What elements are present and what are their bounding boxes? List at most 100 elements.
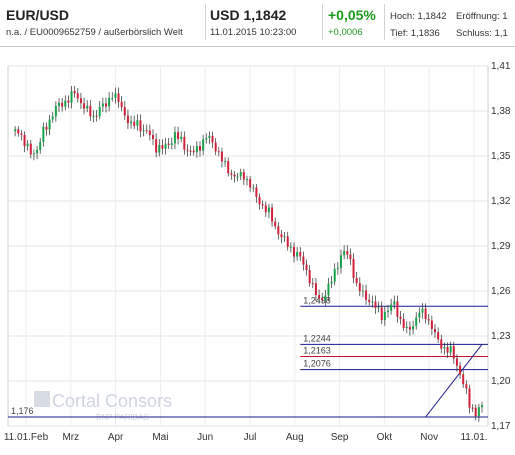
candle-body [242, 172, 245, 180]
candle-body [468, 388, 471, 408]
candle-body [340, 255, 342, 268]
candle-body [368, 299, 371, 303]
candle-body [343, 250, 346, 256]
candle-body [396, 301, 399, 317]
x-tick-label: Okt [377, 432, 393, 443]
candle-body [443, 346, 446, 349]
candle-body [412, 326, 415, 330]
candle-body [321, 298, 324, 301]
candle-body [465, 384, 468, 389]
candle-body [233, 174, 236, 177]
candle-body [111, 97, 114, 99]
x-tick-label: Sep [331, 432, 349, 443]
y-tick-label: 1,32 [491, 196, 511, 207]
candle-body [17, 129, 20, 134]
candle-body [227, 161, 230, 174]
quote-header: EUR/USD n.a. / EU0009652759 / außerbörsl… [0, 0, 515, 47]
candle-body [408, 326, 411, 330]
candle-body [133, 121, 136, 126]
candle-body [258, 196, 261, 205]
candle-body [167, 143, 170, 145]
close-value: Schluss: 1,1 [456, 28, 508, 39]
candle-body [421, 308, 424, 313]
candle-body [481, 405, 483, 408]
y-tick-label: 1,41 [491, 61, 511, 72]
candle-body [39, 141, 42, 151]
open-value: Eröffnung: 1 [456, 11, 508, 22]
candle-body [387, 310, 389, 312]
candle-body [123, 107, 126, 116]
candle-body [208, 135, 211, 139]
price-datetime: 11.01.2015 10:23:00 [210, 27, 297, 38]
instrument-symbol: EUR/USD [6, 7, 70, 23]
range-block: Hoch: 1,1842 Tief: 1,1836 Eröffnung: 1 S… [390, 0, 515, 46]
level-label: 1,2498 [303, 295, 331, 305]
candle-body [70, 91, 73, 103]
candle-body [452, 346, 455, 359]
candle-body [155, 139, 158, 153]
candle-body [418, 312, 421, 318]
candle-body [471, 407, 474, 409]
candle-body [305, 264, 308, 271]
candle-body [280, 234, 283, 238]
candle-body [230, 173, 233, 175]
candle-body [189, 150, 192, 152]
level-label: 1,176 [11, 406, 34, 416]
candle-body [108, 97, 111, 107]
candle-body [217, 151, 220, 153]
candle-body [120, 101, 123, 108]
price-chart: Cortal Consors BNP PARIBAS 1,2498 1,2244 1… [0, 46, 515, 450]
candle-body [76, 93, 79, 99]
instrument-subtitle: n.a. / EU0009652759 / außerbörslich Welt [6, 27, 183, 38]
level-label: 1,2244 [303, 333, 331, 343]
candle-body [459, 365, 462, 375]
y-tick-label: 1,35 [491, 151, 511, 162]
candle-body [164, 143, 167, 149]
candle-body [101, 103, 104, 107]
change-percent: +0,05% [328, 7, 376, 23]
x-tick-label: Jun [197, 432, 213, 443]
candle-body [142, 130, 145, 132]
candle-body [330, 281, 333, 284]
candle-body [296, 251, 299, 257]
candle-body [95, 115, 98, 117]
candle-body [205, 138, 208, 140]
candle-body [23, 134, 26, 147]
candle-body [424, 308, 427, 320]
candle-body [380, 307, 383, 321]
candle-body [48, 119, 51, 130]
candle-body [45, 126, 48, 130]
candle-body [36, 150, 39, 154]
candle-body [183, 136, 186, 150]
trend-line [425, 344, 483, 418]
candle-body [371, 301, 374, 303]
candle-body [327, 283, 330, 296]
candle-body [42, 126, 45, 142]
candle-body [177, 132, 180, 140]
candle-body [474, 407, 477, 417]
candle-body [299, 251, 302, 257]
candle-body [98, 106, 101, 117]
candle-body [430, 320, 433, 329]
change-absolute: +0,0006 [328, 27, 363, 38]
x-tick-label: Jul [244, 432, 257, 443]
candle-body [173, 132, 176, 144]
candle-body [92, 115, 95, 117]
level-label: 1,2076 [303, 359, 331, 369]
candle-body [393, 301, 396, 305]
high-value: Hoch: 1,1842 [390, 11, 447, 22]
candle-body [195, 146, 198, 153]
candle-body [20, 133, 23, 135]
candle-body [349, 254, 352, 259]
candle-body [449, 346, 452, 353]
y-tick-label: 1,17 [491, 421, 511, 432]
candle-body [365, 290, 368, 300]
candle-body [180, 136, 183, 140]
candle-body [289, 246, 292, 248]
y-tick-label: 1,26 [491, 286, 511, 297]
header-divider [384, 4, 385, 40]
candle-body [261, 204, 264, 206]
candle-body [14, 129, 17, 132]
candle-body [64, 100, 67, 107]
candle-body [361, 290, 364, 292]
